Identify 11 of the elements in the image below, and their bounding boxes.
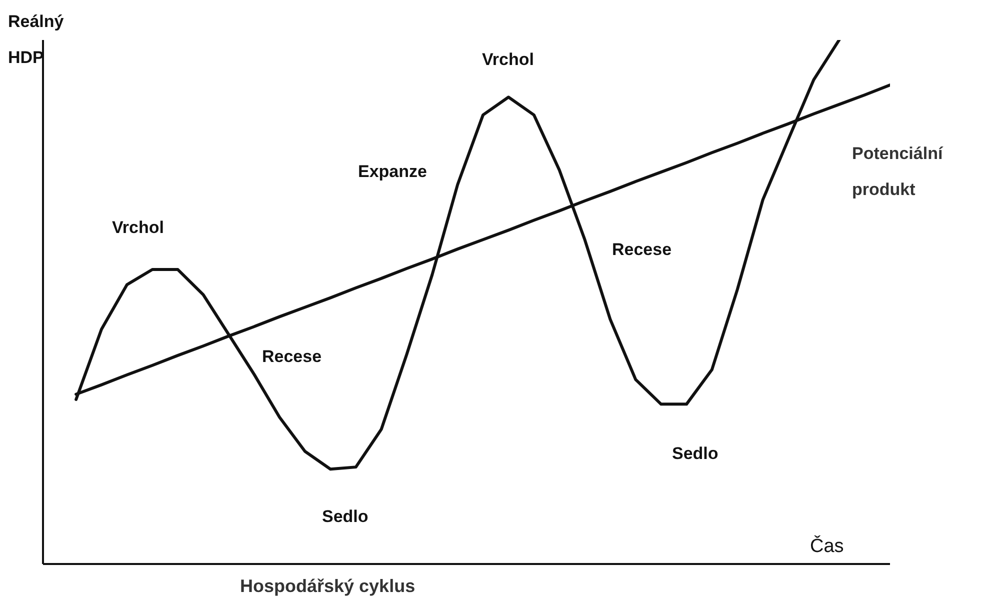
annotation: Recese <box>612 240 672 260</box>
annotation: Vrchol <box>482 50 534 70</box>
text: Potenciální produkt <box>852 143 944 201</box>
y-axis-title: Reálný HDP <box>8 11 65 69</box>
annotation: Expanze <box>358 162 427 182</box>
annotation: Vrchol <box>112 218 164 238</box>
x-axis-title: Čas <box>810 536 844 558</box>
text: Hospodářský cyklus <box>240 576 416 597</box>
annotation: Recese <box>262 347 322 367</box>
annotation: Sedlo <box>322 507 368 527</box>
annotation: Sedlo <box>672 444 718 464</box>
